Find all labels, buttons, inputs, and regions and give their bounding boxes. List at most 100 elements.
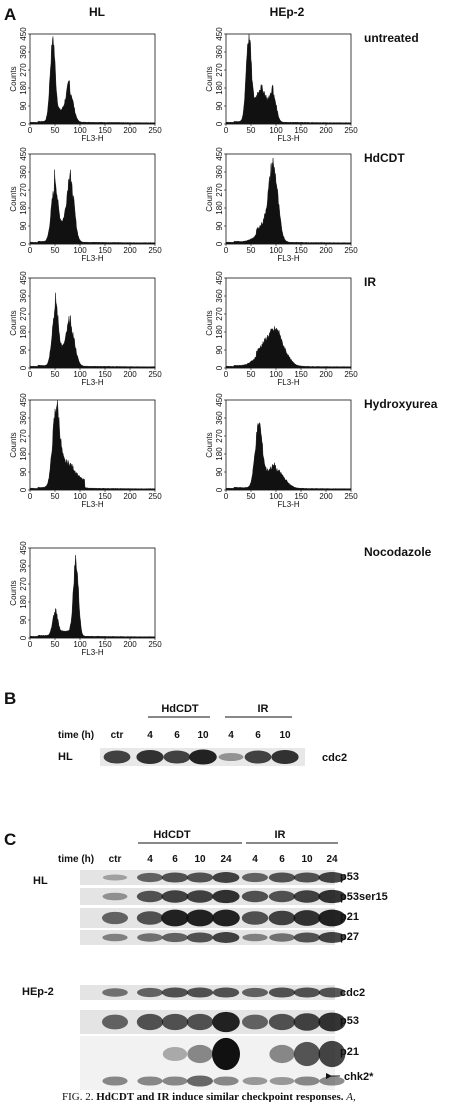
lane-label: 4 <box>252 854 258 865</box>
lane-label: ctr <box>109 854 122 865</box>
blot-band <box>102 911 128 925</box>
x-tick-label: 250 <box>148 370 162 379</box>
y-tick-label: 0 <box>215 121 224 126</box>
protein-label: p21 <box>340 1046 359 1058</box>
blot-strip <box>80 1036 335 1072</box>
blot-band <box>163 750 191 764</box>
blot-band <box>318 872 346 883</box>
x-tick-label: 250 <box>148 246 162 255</box>
y-tick-label: 90 <box>215 467 224 476</box>
x-tick-label: 50 <box>51 126 60 135</box>
x-tick-label: 150 <box>98 126 112 135</box>
column-header: HL <box>89 5 105 19</box>
x-tick-label: 50 <box>247 126 256 135</box>
y-tick-label: 360 <box>19 411 28 425</box>
x-tick-label: 250 <box>344 246 358 255</box>
blot-band <box>136 749 164 765</box>
y-tick-label: 90 <box>19 467 28 476</box>
condition-label: Hydroxyurea <box>364 397 438 411</box>
blot-band <box>186 909 214 927</box>
condition-label: Nocodazole <box>364 545 432 559</box>
y-tick-label: 180 <box>19 81 28 95</box>
x-axis-title: FL3-H <box>277 134 299 143</box>
blot-band <box>293 1013 321 1031</box>
y-tick-label: 360 <box>19 45 28 59</box>
panel-label: C <box>4 830 16 849</box>
blot-band <box>161 909 189 927</box>
blot-band <box>102 892 128 901</box>
lane-label: 24 <box>220 854 232 865</box>
blot-band <box>242 987 268 998</box>
x-tick-label: 50 <box>51 246 60 255</box>
blot-band <box>241 911 269 925</box>
y-tick-label: 270 <box>215 183 224 197</box>
x-tick-label: 0 <box>28 370 33 379</box>
panel-label: A <box>4 5 16 24</box>
x-tick-label: 150 <box>294 492 308 501</box>
y-tick-label: 360 <box>215 411 224 425</box>
x-tick-label: 250 <box>148 640 162 649</box>
cell-line-label: HL <box>58 751 73 763</box>
plot-frame <box>225 153 352 245</box>
x-tick-label: 200 <box>319 246 333 255</box>
y-tick-label: 360 <box>19 559 28 573</box>
x-tick-label: 200 <box>319 370 333 379</box>
blot-band <box>102 988 128 997</box>
histogram <box>29 36 156 125</box>
x-tick-label: 0 <box>224 246 229 255</box>
y-tick-label: 90 <box>215 101 224 110</box>
y-axis-title: Counts <box>9 432 18 457</box>
x-tick-label: 50 <box>51 492 60 501</box>
x-tick-label: 150 <box>294 246 308 255</box>
protein-label: p53ser15 <box>340 891 388 903</box>
x-tick-label: 150 <box>98 370 112 379</box>
column-header: HEp-2 <box>270 5 305 19</box>
blot-band <box>186 932 214 943</box>
group-label: HdCDT <box>153 829 191 841</box>
x-tick-label: 250 <box>344 370 358 379</box>
x-tick-label: 200 <box>319 126 333 135</box>
cell-line-label: HL <box>33 875 48 887</box>
histogram <box>225 157 352 245</box>
blot-band <box>212 1037 240 1071</box>
blot-band <box>162 1046 188 1062</box>
x-tick-label: 200 <box>319 492 333 501</box>
protein-label: cdc2 <box>340 987 365 999</box>
lane-label: 10 <box>197 730 209 741</box>
blot-band <box>293 932 321 943</box>
plot-frame <box>29 399 156 491</box>
histogram <box>29 169 156 245</box>
plot-frame <box>29 277 156 369</box>
blot-band <box>268 872 296 883</box>
x-tick-label: 250 <box>344 492 358 501</box>
x-tick-label: 50 <box>51 370 60 379</box>
blot-band <box>103 750 131 764</box>
y-tick-label: 360 <box>215 45 224 59</box>
y-tick-label: 90 <box>215 345 224 354</box>
y-tick-label: 180 <box>19 201 28 215</box>
y-tick-label: 360 <box>215 289 224 303</box>
blot-band <box>212 987 240 998</box>
caption-title: HdCDT and IR induce similar checkpoint r… <box>96 1091 343 1102</box>
condition-label: untreated <box>364 31 419 45</box>
x-tick-label: 100 <box>269 492 283 501</box>
blot-band <box>268 910 296 926</box>
blot-band <box>293 872 321 883</box>
y-tick-label: 0 <box>19 365 28 370</box>
y-axis-title: Counts <box>9 310 18 335</box>
y-tick-label: 270 <box>19 307 28 321</box>
y-axis-title: Counts <box>9 186 18 211</box>
lane-label: 4 <box>147 854 153 865</box>
plot-frame <box>225 399 352 491</box>
lane-label: 10 <box>301 854 313 865</box>
group-label: IR <box>275 829 286 841</box>
caption: FIG. 2. HdCDT and IR induce similar chec… <box>62 1091 356 1102</box>
lane-label: 24 <box>326 854 338 865</box>
protein-label: p27 <box>340 931 359 943</box>
blot-band <box>268 1013 296 1031</box>
x-tick-label: 50 <box>247 492 256 501</box>
panel-label: B <box>4 689 16 708</box>
lane-label: 4 <box>147 730 153 741</box>
x-axis-title: FL3-H <box>81 254 103 263</box>
y-tick-label: 270 <box>19 577 28 591</box>
